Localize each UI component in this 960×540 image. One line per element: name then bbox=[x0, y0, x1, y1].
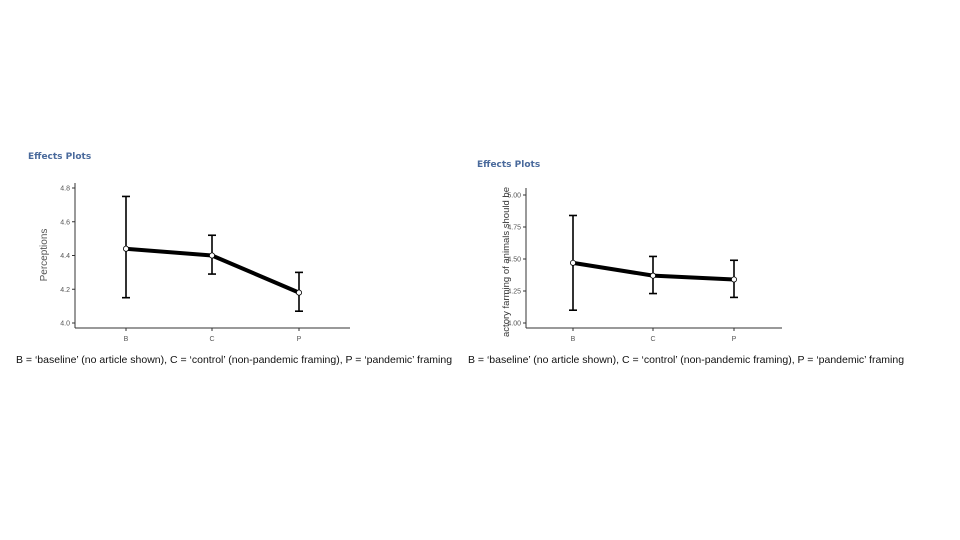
y-tick-label: 4.2 bbox=[60, 287, 70, 294]
data-point bbox=[649, 272, 656, 279]
plot-caption: B = ‘baseline’ (no article shown), C = ‘… bbox=[16, 354, 453, 366]
x-tick-label: B bbox=[124, 336, 129, 343]
y-axis-title: Perceptions bbox=[39, 229, 50, 282]
chart-svg-perceptions: 4.0 4.2 4.4 4.6 4.8 B C P Perceptions bbox=[39, 183, 350, 343]
y-tick-label: 4.6 bbox=[60, 219, 70, 226]
y-tick-label: 4.25 bbox=[507, 289, 521, 296]
y-tick-label: 4.8 bbox=[60, 186, 70, 193]
y-axis-title: actory farming of animals should be bbox=[501, 187, 512, 337]
y-tick-label: 4.50 bbox=[507, 257, 521, 264]
plot-title: Effects Plots bbox=[28, 152, 92, 162]
x-tick-label: C bbox=[209, 336, 214, 343]
x-tick-label: C bbox=[650, 336, 655, 343]
y-tick-label: 5.00 bbox=[507, 193, 521, 200]
effects-plot-perceptions: Effects Plots 4.0 4.2 4.4 4.6 4.8 B C P Percepti… bbox=[16, 152, 453, 366]
data-point bbox=[570, 259, 577, 266]
plot-title: Effects Plots bbox=[477, 160, 541, 170]
data-point bbox=[295, 289, 302, 296]
x-tick-label: P bbox=[732, 336, 737, 343]
data-point bbox=[208, 252, 215, 259]
data-point bbox=[730, 276, 737, 283]
y-tick-label: 4.75 bbox=[507, 225, 521, 232]
plot-caption: B = ‘baseline’ (no article shown), C = ‘… bbox=[468, 354, 905, 366]
y-tick-label: 4.4 bbox=[60, 253, 70, 260]
data-point bbox=[123, 245, 130, 252]
y-tick-label: 4.00 bbox=[507, 321, 521, 328]
x-tick-label: P bbox=[297, 336, 302, 343]
y-tick-label: 4.0 bbox=[60, 321, 70, 328]
x-tick-label: B bbox=[571, 336, 576, 343]
